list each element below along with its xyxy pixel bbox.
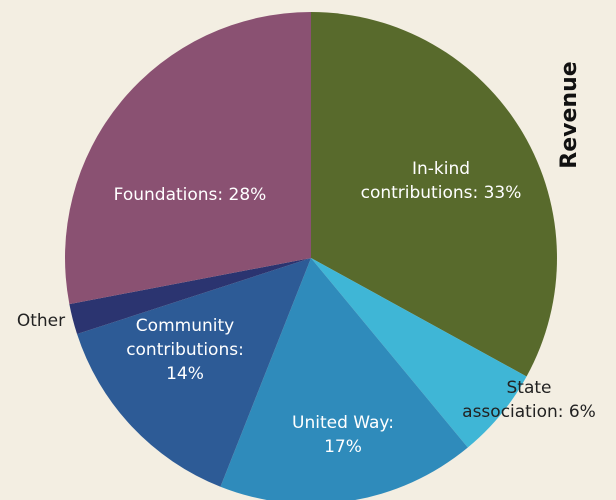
pie-slice-foundations	[65, 12, 311, 305]
pie-slice-united-way	[220, 258, 468, 500]
slice-label-other: Other	[17, 311, 65, 331]
chart-title: Revenue	[557, 61, 582, 168]
slice-label-community-contributions: Community contributions: 14%	[126, 316, 244, 384]
slice-label-in-kind-contributions: In-kind contributions: 33%	[361, 159, 522, 203]
slice-label-state-association: State association: 6%	[462, 378, 596, 422]
pie-slice-state-association	[311, 258, 527, 448]
pie-slice-in-kind-contributions	[311, 12, 557, 377]
pie-labels: In-kind contributions: 33% State associatio…	[17, 159, 596, 457]
pie-slice-other	[69, 258, 311, 335]
slice-label-united-way: United Way: 17%	[292, 413, 394, 457]
slice-label-foundations: Foundations: 28%	[114, 185, 267, 205]
pie-slices	[65, 12, 557, 500]
pie-slice-community-contributions	[77, 258, 311, 487]
